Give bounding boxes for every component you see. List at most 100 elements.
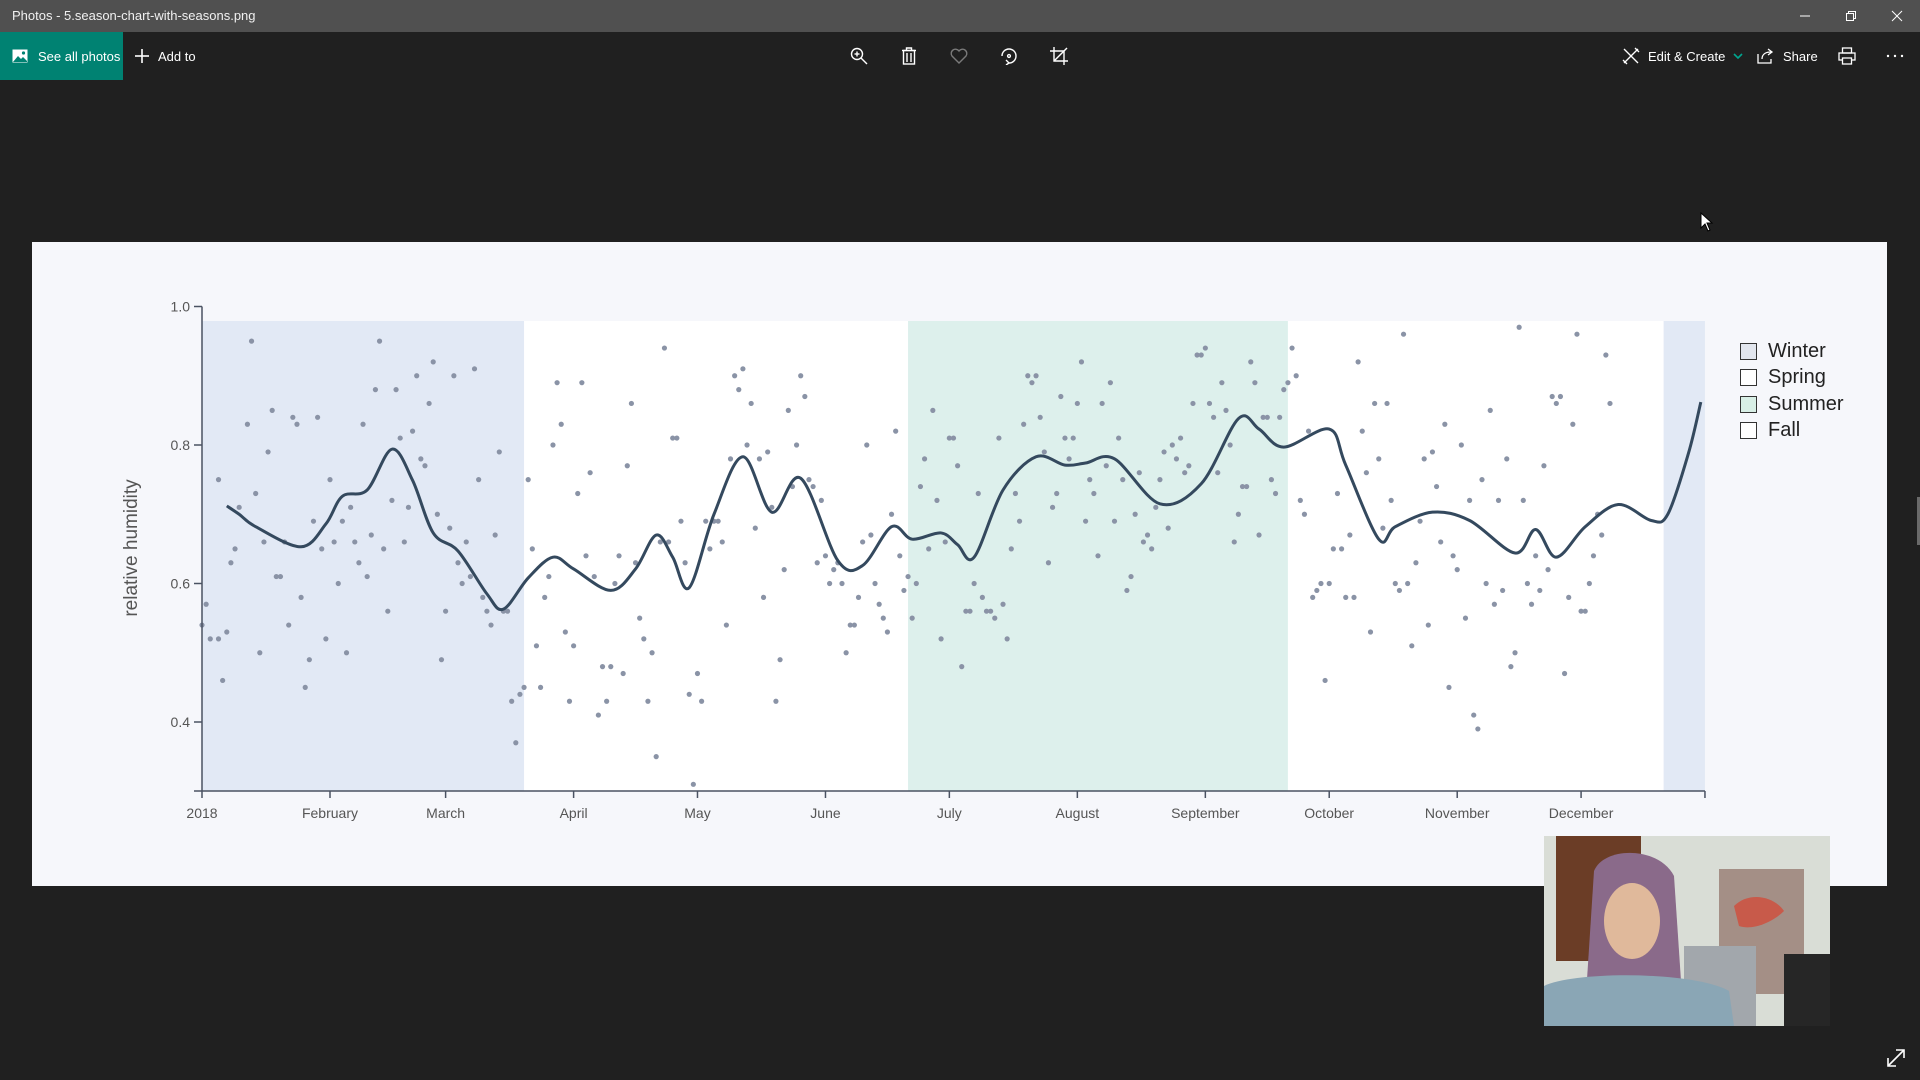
data-point [529, 546, 535, 552]
data-point [876, 601, 882, 607]
data-point [1334, 490, 1341, 497]
data-point [988, 608, 994, 614]
data-point [769, 504, 775, 510]
data-point [661, 345, 668, 351]
data-point [339, 518, 345, 524]
data-point [608, 664, 614, 670]
y-tick-label: 1.0 [171, 299, 191, 315]
data-point [426, 400, 432, 407]
see-all-photos-button[interactable]: See all photos [0, 32, 123, 80]
minimize-button[interactable] [1782, 0, 1828, 32]
data-point [1372, 400, 1378, 407]
data-point [909, 615, 915, 621]
data-point [1495, 497, 1502, 503]
delete-button[interactable] [893, 40, 925, 72]
data-point [967, 608, 973, 614]
zoom-in-button[interactable] [843, 40, 875, 72]
rotate-button[interactable] [993, 40, 1025, 72]
data-point [670, 435, 676, 441]
scroll-indicator[interactable] [1917, 497, 1920, 545]
delete-icon [902, 47, 916, 65]
data-point [422, 463, 428, 469]
data-point [884, 629, 891, 635]
plus-icon [135, 49, 149, 63]
data-point [979, 594, 985, 600]
season-band-spring [524, 321, 909, 791]
y-tick-label: 0.8 [171, 437, 191, 453]
restore-button[interactable] [1828, 0, 1874, 32]
data-point [1095, 553, 1101, 559]
x-tick-label: February [302, 805, 358, 821]
data-point [533, 643, 540, 649]
data-point [1211, 414, 1217, 420]
data-point [1161, 449, 1167, 455]
data-point [583, 553, 589, 559]
data-point [1153, 504, 1159, 510]
data-point [315, 414, 321, 420]
data-point [1202, 345, 1208, 351]
close-button[interactable] [1874, 0, 1920, 32]
data-point [1483, 580, 1489, 587]
x-tick-label: 2018 [186, 805, 217, 821]
data-point [1392, 580, 1398, 587]
more-options-button[interactable] [1886, 32, 1904, 80]
data-point [1111, 518, 1118, 524]
data-point [1599, 532, 1605, 538]
data-point [641, 636, 647, 642]
data-point [467, 573, 473, 580]
data-point [265, 449, 271, 455]
data-point [566, 698, 573, 704]
crop-button[interactable] [1043, 40, 1075, 72]
data-point [1272, 490, 1279, 497]
data-point [1326, 580, 1332, 587]
data-point [1103, 463, 1109, 469]
data-point [1144, 532, 1151, 538]
legend-swatch-spring [1740, 369, 1757, 387]
data-point [542, 594, 548, 600]
data-point [744, 442, 750, 448]
data-point [1293, 373, 1299, 379]
legend-label: Fall [1768, 419, 1801, 442]
data-point [207, 636, 213, 642]
data-point [793, 442, 800, 448]
fullscreen-button[interactable] [1882, 1044, 1910, 1072]
favorite-button[interactable] [943, 40, 975, 72]
data-point [620, 670, 626, 677]
data-point [847, 622, 853, 628]
data-point [736, 387, 742, 393]
edit-create-button[interactable]: Edit & Create [1622, 32, 1743, 80]
data-point [558, 421, 564, 427]
data-point [463, 539, 469, 545]
data-point [917, 483, 924, 490]
data-point [306, 657, 312, 663]
data-point [893, 428, 899, 434]
data-point [1099, 400, 1105, 407]
data-point [430, 359, 436, 365]
data-point [215, 636, 222, 642]
data-point [1343, 594, 1349, 600]
data-point [335, 580, 341, 587]
x-tick-label: May [684, 805, 710, 821]
data-point [802, 393, 808, 400]
data-point [1066, 456, 1072, 462]
data-point [732, 373, 738, 379]
data-point [1578, 608, 1584, 614]
share-icon [1757, 48, 1774, 64]
print-button[interactable] [1838, 32, 1856, 80]
data-point [401, 539, 407, 545]
x-tick-label: March [426, 805, 465, 821]
data-point [699, 698, 705, 704]
data-point [1491, 601, 1497, 607]
data-point [517, 691, 523, 697]
x-tick-label: April [560, 805, 588, 821]
restore-icon [1846, 11, 1856, 21]
data-point [1541, 463, 1547, 469]
data-point [492, 532, 498, 538]
data-point [934, 497, 940, 503]
add-to-button[interactable]: Add to [134, 32, 196, 80]
share-button[interactable]: Share [1757, 32, 1818, 80]
data-point [356, 560, 362, 566]
humidity-chart: 0.4 0.6 0.8 1.0 2018 February March April May Jun… [121, 299, 1706, 821]
data-point [727, 456, 734, 462]
data-point [1355, 359, 1361, 365]
